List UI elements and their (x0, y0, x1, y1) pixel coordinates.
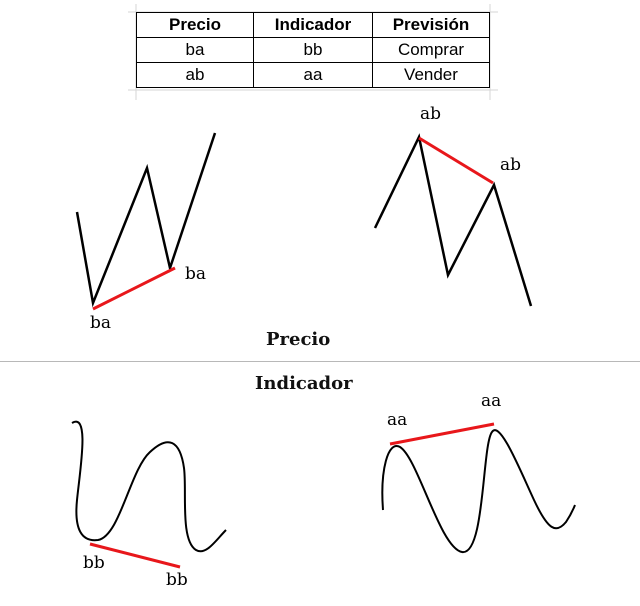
price-bullish-line (75, 132, 217, 308)
table-cell: aa (253, 62, 373, 88)
price-bullish-trendline (92, 266, 176, 311)
table-cell: Vender (372, 62, 490, 88)
table-row: ab aa Vender (136, 62, 490, 88)
label-price-bearish-right: ab (500, 155, 522, 175)
price-bearish-line (373, 133, 533, 307)
table-cell: Comprar (372, 37, 490, 63)
label-indicator-bullish-right: bb (166, 570, 188, 590)
header-precio: Precio (136, 12, 254, 38)
indicator-bearish-trendline (389, 422, 495, 446)
label-price-bearish-left: ab (420, 104, 442, 124)
indicator-bullish-curve (71, 420, 227, 553)
header-prevision: Previsión (372, 12, 490, 38)
forecast-table-wrapper: Precio Indicador Previsión ba bb Comprar… (128, 0, 498, 100)
label-indicator-bullish-left: bb (83, 553, 105, 573)
label-price-bullish-high: ba (185, 264, 207, 284)
header-indicador: Indicador (253, 12, 373, 38)
indicator-bullish-trendline (89, 542, 181, 569)
section-divider (0, 361, 640, 362)
forecast-table: Precio Indicador Previsión ba bb Comprar… (136, 12, 490, 88)
price-bearish-trendline (418, 136, 494, 185)
indicator-bearish-curve (381, 429, 576, 553)
section-title-indicator: Indicador (255, 373, 353, 394)
label-price-bullish-low: ba (90, 313, 112, 333)
label-indicator-bearish-right: aa (481, 391, 502, 411)
table-cell: ab (136, 62, 254, 88)
section-title-price: Precio (266, 329, 331, 350)
label-indicator-bearish-left: aa (387, 410, 408, 430)
table-header-row: Precio Indicador Previsión (136, 12, 490, 38)
